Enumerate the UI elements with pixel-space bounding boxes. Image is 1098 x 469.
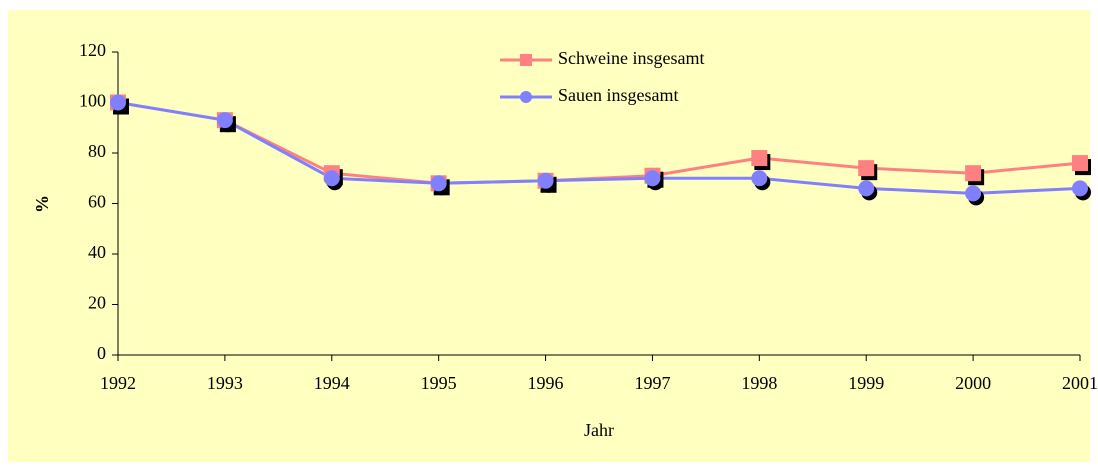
legend-marker [520,91,532,103]
x-tick-label: 1997 [634,373,670,393]
marker [965,165,982,182]
y-tick-label: 80 [88,141,106,161]
marker [323,170,340,187]
x-tick-label: 1994 [314,373,350,393]
y-tick-label: 40 [88,242,106,262]
legend-label: Sauen insgesamt [558,85,678,105]
x-tick-label: 1996 [528,373,564,393]
x-tick-label: 1999 [848,373,884,393]
marker [1072,155,1088,172]
marker [858,160,875,177]
x-tick-label: 2000 [955,373,991,393]
marker [644,170,661,187]
legend-label: Schweine insgesamt [558,48,704,68]
x-tick-label: 2001 [1062,373,1098,393]
marker [110,94,126,111]
x-tick-label: 1992 [100,373,136,393]
marker [216,112,233,129]
x-tick-label: 1995 [421,373,457,393]
y-tick-label: 60 [88,192,106,212]
marker [430,175,447,192]
x-tick-label: 1998 [741,373,777,393]
marker [965,185,982,202]
x-axis-label: Jahr [584,420,614,440]
y-tick-label: 20 [88,293,106,313]
legend-marker [520,54,532,66]
marker [751,150,768,167]
marker [1072,180,1088,197]
y-tick-label: 100 [79,91,106,111]
marker [537,172,554,189]
marker [858,180,875,197]
y-tick-label: 120 [79,40,106,60]
marker [751,170,768,187]
y-tick-label: 0 [97,343,106,363]
y-axis-label: % [32,195,52,213]
x-tick-label: 1993 [207,373,243,393]
series-line [117,101,1081,195]
plot-background [8,10,1090,462]
